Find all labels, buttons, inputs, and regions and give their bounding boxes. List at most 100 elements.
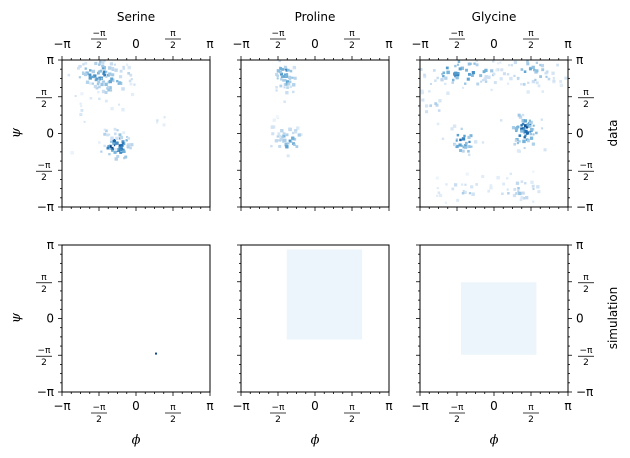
svg-text:π: π (170, 403, 176, 413)
density-cell (516, 149, 521, 153)
density-cell (126, 144, 130, 148)
density-cell (451, 78, 455, 82)
svg-text:π: π (583, 273, 589, 283)
svg-text:2: 2 (583, 358, 589, 368)
density-cell (108, 152, 111, 156)
density-cell (462, 146, 465, 149)
y-tick-label: −π (37, 385, 54, 399)
density-cell (275, 115, 279, 118)
density-cell (85, 80, 90, 84)
density-cell (530, 127, 534, 131)
title-proline: Proline (295, 10, 336, 24)
density-cell (112, 138, 117, 143)
density-cell (525, 126, 528, 129)
density-cell (280, 78, 283, 81)
density-cell (292, 131, 295, 135)
density-cell (285, 73, 289, 76)
density-cell (461, 86, 465, 89)
svg-text:π: π (41, 88, 47, 98)
density-cell (116, 80, 119, 83)
density-cell (295, 145, 299, 148)
y-tick-label: 0 (576, 312, 584, 326)
density-cell (101, 60, 105, 65)
density-cell (283, 78, 287, 82)
density-cell (467, 150, 470, 153)
density-cell (522, 82, 526, 86)
density-cell (93, 74, 97, 78)
density-cell (507, 64, 511, 67)
x-tick-label: −π 2 (91, 29, 108, 51)
density-cell (283, 138, 287, 143)
density-cell (545, 75, 548, 78)
density-cell (279, 84, 283, 88)
density-cell (528, 121, 532, 125)
density-cell (532, 200, 535, 203)
x-tick-label: π (385, 37, 392, 51)
density-cell (500, 119, 503, 122)
density-cell (460, 183, 464, 186)
svg-text:2: 2 (528, 41, 534, 51)
density-cell (490, 69, 494, 73)
panel-proline-simulation: −π −π20 π2π (232, 244, 393, 425)
density-cell (109, 89, 113, 92)
density-cell (501, 192, 504, 196)
svg-text:π: π (528, 29, 534, 39)
y-tick-label: 0 (576, 127, 584, 141)
density-cell (531, 142, 535, 146)
density-cell (524, 124, 527, 128)
svg-text:−π: −π (38, 346, 52, 356)
density-cell (129, 146, 132, 150)
density-cell (452, 124, 457, 128)
density-cell (444, 76, 448, 80)
density-cell (441, 137, 445, 141)
density-cell (98, 63, 101, 66)
density-cell (100, 82, 104, 87)
density-cell (444, 201, 448, 204)
density-cell (513, 74, 516, 78)
density-cell (101, 66, 105, 70)
density-cell (521, 122, 525, 126)
density-cell (489, 184, 493, 187)
x-tick-label: 0 (132, 37, 140, 51)
density-cell (463, 134, 466, 138)
density-cell (120, 143, 124, 147)
density-cell (489, 186, 493, 190)
density-cell (296, 126, 300, 130)
density-cell (475, 59, 478, 62)
density-cell (469, 134, 473, 138)
density-cell (277, 139, 280, 142)
density-cell (464, 183, 467, 186)
density-cell (122, 150, 126, 154)
density-cell (80, 105, 83, 108)
x-tick-label: −π 2 (449, 403, 466, 425)
density-cell (127, 71, 130, 75)
density-cell (292, 65, 297, 70)
density-cell (537, 84, 541, 88)
svg-text:2: 2 (96, 41, 102, 51)
density-cell (473, 62, 476, 65)
density-cell (419, 68, 423, 71)
density-cell (284, 67, 288, 71)
density-cell (89, 97, 93, 100)
density-cell (109, 62, 114, 66)
density-cell (531, 79, 536, 84)
density-cell (129, 82, 133, 86)
density-cell (471, 74, 474, 77)
density-cell (532, 188, 535, 191)
density-cell (526, 60, 529, 63)
density-cell (106, 85, 110, 89)
density-cell (540, 118, 543, 121)
svg-text:−π: −π (93, 29, 107, 39)
density-cell (103, 70, 106, 73)
density-cell (471, 192, 475, 196)
density-cell (539, 63, 542, 67)
density-cell (457, 74, 460, 77)
density-cell (284, 74, 288, 78)
density-cell (434, 102, 438, 106)
density-cell (429, 104, 433, 108)
svg-text:2: 2 (41, 358, 47, 368)
x-tick-label: π2 (164, 403, 181, 425)
density-cell (104, 91, 108, 94)
